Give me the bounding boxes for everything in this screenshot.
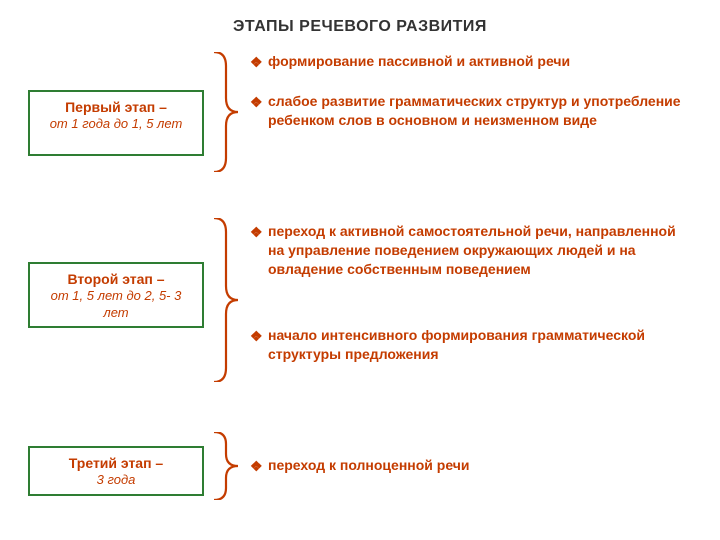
diamond-icon: ❖ <box>250 327 268 346</box>
bullet-3-text: переход к активной самостоятельной речи,… <box>268 222 690 279</box>
bullet-5-text: переход к полноценной речи <box>268 456 470 475</box>
bullet-1: ❖ формирование пассивной и активной речи <box>250 52 690 72</box>
bracket-2 <box>212 218 238 382</box>
stage-2-title: Второй этап – <box>40 270 192 288</box>
bullet-2-text: слабое развитие грамматических структур … <box>268 92 690 130</box>
page-title: ЭТАПЫ РЕЧЕВОГО РАЗВИТИЯ <box>0 18 720 36</box>
stage-box-2: Второй этап – от 1, 5 лет до 2, 5- 3 лет <box>28 262 204 328</box>
bullet-5: ❖ переход к полноценной речи <box>250 456 690 476</box>
stage-1-title: Первый этап – <box>40 98 192 116</box>
bullet-3: ❖ переход к активной самостоятельной реч… <box>250 222 690 279</box>
diamond-icon: ❖ <box>250 457 268 476</box>
bullet-4-text: начало интенсивного формирования граммат… <box>268 326 690 364</box>
bracket-1 <box>212 52 238 172</box>
stage-3-sub: 3 года <box>40 472 192 489</box>
bracket-3 <box>212 432 238 500</box>
stage-1-sub: от 1 года до 1, 5 лет <box>40 116 192 133</box>
diamond-icon: ❖ <box>250 223 268 242</box>
stage-3-title: Третий этап – <box>40 454 192 472</box>
bullet-4: ❖ начало интенсивного формирования грамм… <box>250 326 690 364</box>
stage-box-1: Первый этап – от 1 года до 1, 5 лет <box>28 90 204 156</box>
diamond-icon: ❖ <box>250 53 268 72</box>
stage-2-sub: от 1, 5 лет до 2, 5- 3 лет <box>40 288 192 322</box>
bullet-2: ❖ слабое развитие грамматических структу… <box>250 92 690 130</box>
bullet-1-text: формирование пассивной и активной речи <box>268 52 570 71</box>
stage-box-3: Третий этап – 3 года <box>28 446 204 496</box>
diamond-icon: ❖ <box>250 93 268 112</box>
